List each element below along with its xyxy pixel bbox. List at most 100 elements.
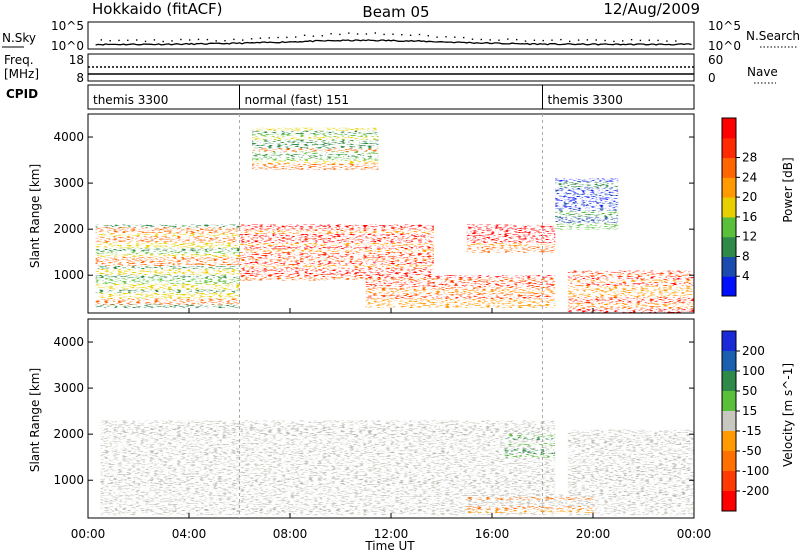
heatmap-cell — [100, 490, 556, 494]
noise-search-point — [356, 33, 359, 35]
colorbar-step — [722, 157, 736, 178]
colorbar-tick-label: 15 — [742, 404, 757, 418]
heatmap-band — [567, 270, 694, 313]
noise-search-point — [498, 39, 500, 41]
heatmap-cell — [95, 280, 240, 285]
colorbar-step — [722, 197, 736, 218]
heatmap-cell — [252, 127, 379, 132]
y-tick-label: 2000 — [53, 427, 84, 441]
heatmap-cell — [239, 273, 434, 278]
heatmap-cell — [555, 217, 619, 221]
noise-left-label: N.Sky — [2, 31, 36, 45]
heatmap-band — [504, 434, 556, 458]
heatmap-band — [365, 275, 556, 308]
colorbar-step — [722, 276, 736, 297]
heatmap-cell — [95, 230, 240, 235]
velocity-heatmap — [100, 420, 694, 516]
heatmap-cell — [567, 282, 694, 287]
velocity-panel: 1000 2000 3000 4000 Slant Range [km] 200 100… — [28, 318, 795, 519]
x-tick-label: 20:00 — [576, 527, 611, 541]
noise-right-tick-bottom: 10^0 — [708, 39, 741, 53]
noise-search-point — [551, 39, 553, 41]
heatmap-cell — [555, 184, 619, 189]
noise-search-point — [489, 39, 491, 41]
heatmap-cell — [95, 233, 240, 237]
heatmap-cell — [95, 283, 240, 288]
heatmap-cell — [567, 508, 694, 513]
heatmap-cell — [252, 151, 379, 156]
noise-search-point — [507, 38, 509, 40]
heatmap-cell — [239, 227, 434, 232]
heatmap-cell — [100, 432, 556, 437]
heatmap-cell — [555, 190, 619, 194]
heatmap-cell — [95, 266, 240, 270]
heatmap-cell — [95, 227, 240, 232]
noise-search-point — [560, 38, 562, 41]
heatmap-cell — [95, 298, 240, 303]
noise-search-point — [233, 38, 235, 41]
noise-search-point — [250, 38, 253, 40]
noise-search-point — [189, 39, 191, 41]
noise-search-point — [401, 34, 403, 36]
heatmap-cell — [239, 243, 434, 247]
heatmap-cell — [365, 289, 556, 294]
power-heatmap — [95, 127, 694, 313]
noise-search-point — [675, 40, 677, 42]
heatmap-cell — [239, 267, 434, 272]
colorbar-step — [722, 471, 736, 492]
beam-title: Beam 05 — [362, 3, 429, 21]
noise-search-point — [295, 36, 297, 38]
noise-search-point — [595, 39, 597, 41]
y-tick-label: 3000 — [53, 381, 84, 395]
heatmap-cell — [239, 233, 434, 238]
heatmap-cell — [95, 251, 240, 255]
heatmap-cell — [555, 226, 619, 230]
noise-search-point — [321, 35, 323, 37]
heatmap-cell — [567, 309, 694, 313]
noise-search-point — [136, 39, 138, 41]
nave-tick-top: 60 — [708, 53, 723, 67]
heatmap-cell — [567, 285, 694, 289]
colorbar-tick-label: -200 — [742, 484, 769, 498]
heatmap-cell — [567, 472, 694, 476]
heatmap-cell — [95, 239, 240, 243]
heatmap-cell — [504, 442, 556, 447]
heatmap-band — [95, 224, 240, 309]
heatmap-cell — [100, 493, 556, 498]
heatmap-cell — [365, 292, 556, 297]
colorbar-step — [722, 431, 736, 452]
noise-search-point — [657, 39, 659, 42]
noise-search-point — [639, 39, 642, 42]
heatmap-cell — [100, 484, 556, 488]
freq-label-2: [MHz] — [4, 67, 39, 81]
noise-search-point — [392, 33, 394, 35]
heatmap-cell — [555, 181, 619, 186]
heatmap-cell — [504, 448, 556, 453]
heatmap-cell — [466, 249, 556, 253]
heatmap-cell — [100, 441, 556, 446]
noise-search-point — [569, 40, 571, 43]
power-colorbar-label: Power [dB] — [781, 157, 795, 222]
heatmap-cell — [504, 439, 556, 444]
heatmap-cell — [100, 472, 556, 476]
colorbar-tick-label: 50 — [742, 384, 757, 398]
cpid-segment-label: themis 3300 — [548, 93, 623, 107]
heatmap-cell — [567, 291, 694, 295]
heatmap-cell — [100, 508, 556, 513]
noise-search-point — [630, 39, 633, 41]
noise-search-point — [480, 38, 482, 41]
heatmap-band — [567, 429, 694, 516]
colorbar-step — [722, 351, 736, 372]
noise-left-tick-top: 10^5 — [51, 19, 84, 33]
heatmap-cell — [567, 481, 694, 485]
noise-search-point — [312, 35, 315, 37]
noise-search-point — [197, 38, 200, 41]
noise-search-point — [648, 39, 650, 41]
colorbar-step — [722, 118, 736, 139]
heatmap-cell — [567, 511, 694, 516]
heatmap-cell — [95, 295, 240, 300]
heatmap-cell — [365, 278, 556, 282]
heatmap-cell — [95, 289, 240, 294]
